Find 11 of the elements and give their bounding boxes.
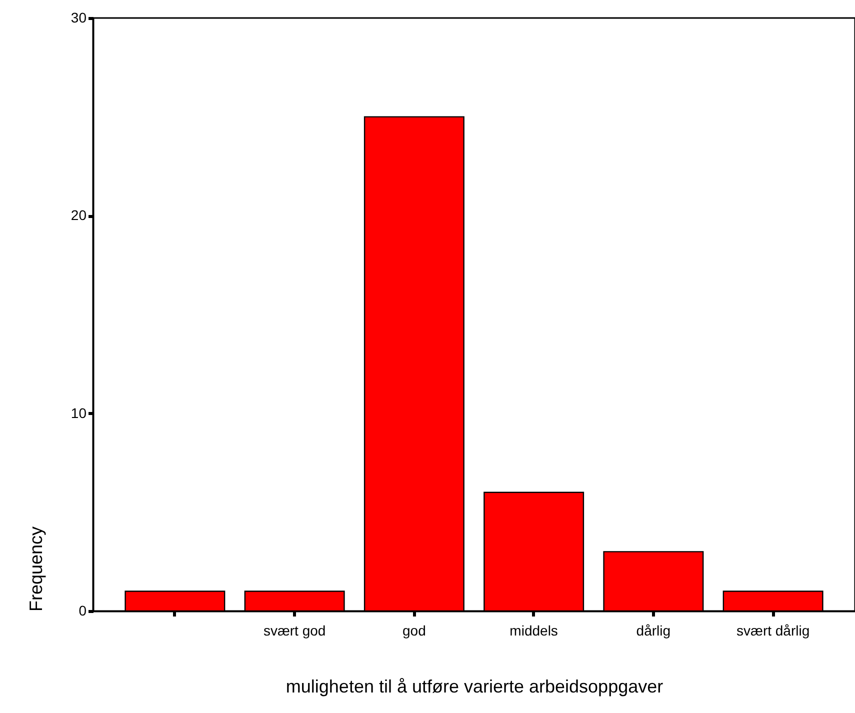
x-tick-label: svært god [263,622,326,638]
x-tick-label: svært dårlig [736,622,810,638]
x-tick-label: middels [510,622,558,638]
x-tick-label: dårlig [636,622,671,638]
x-tick-label: god [402,622,426,638]
y-axis-title: Frequency [26,526,46,612]
y-tick-label: 0 [78,602,87,618]
x-axis-title: muligheten til å utføre varierte arbeidsoppgaver [286,676,664,696]
y-tick-label: 20 [70,207,87,224]
y-tick-label: 30 [70,10,87,26]
y-tick-label: 10 [70,404,87,421]
